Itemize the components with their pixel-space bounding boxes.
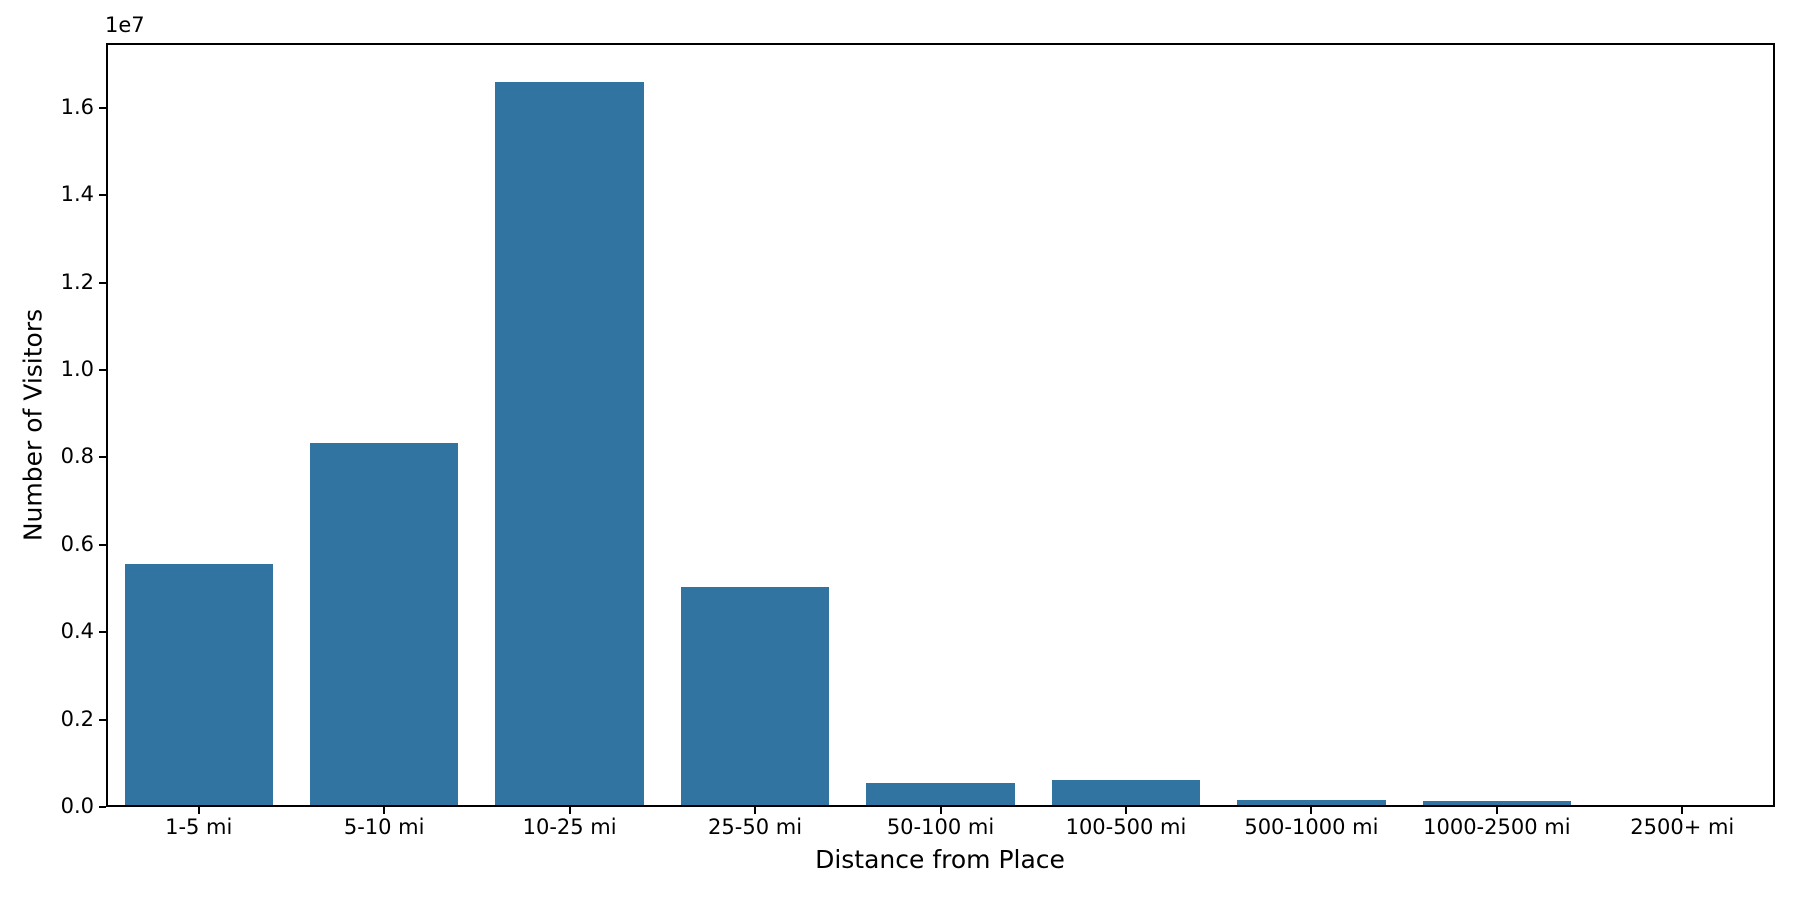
y-tick-label: 0.4	[60, 619, 94, 644]
x-tick-mark	[197, 807, 200, 814]
x-tick-label: 100-500 mi	[1065, 815, 1187, 839]
bar-1000-2500-mi	[1422, 800, 1571, 807]
x-tick-mark	[383, 807, 386, 814]
bar-100-500-mi	[1051, 779, 1201, 807]
bar-50-100-mi	[866, 783, 1015, 807]
x-tick-mark	[1495, 807, 1498, 814]
y-tick-mark	[99, 106, 106, 109]
x-tick-label: 25-50 mi	[708, 815, 803, 839]
x-tick-mark	[1124, 807, 1127, 814]
bar-500-1000-mi	[1237, 799, 1386, 807]
plot-area	[106, 43, 1775, 807]
y-tick-mark	[99, 194, 106, 197]
y-tick-mark	[99, 806, 106, 808]
x-tick-mark	[754, 807, 757, 814]
bar-25-50-mi	[680, 587, 830, 807]
y-tick-label: 0.8	[60, 444, 94, 469]
x-tick-mark	[568, 807, 571, 814]
y-tick-mark	[99, 368, 106, 371]
x-tick-label: 1-5 mi	[165, 815, 233, 839]
y-tick-label: 1.0	[60, 356, 94, 381]
x-tick-mark	[939, 807, 942, 814]
y-axis-label: Number of Visitors	[18, 308, 48, 542]
x-tick-label: 500-1000 mi	[1244, 815, 1379, 839]
y-axis-offset-text: 1e7	[105, 13, 145, 37]
y-tick-label: 1.6	[60, 94, 94, 119]
x-tick-label: 10-25 mi	[522, 815, 617, 839]
bar-5-10-mi	[309, 442, 459, 807]
y-tick-label: 0.2	[60, 706, 94, 731]
y-tick-mark	[99, 543, 106, 546]
x-axis-label: Distance from Place	[815, 845, 1065, 874]
y-tick-label: 0.0	[60, 794, 94, 818]
x-tick-label: 5-10 mi	[343, 815, 425, 839]
y-tick-mark	[99, 281, 106, 284]
y-tick-mark	[99, 718, 106, 721]
bar-1-5-mi	[124, 564, 273, 807]
y-tick-mark	[99, 631, 106, 634]
y-tick-label: 1.4	[60, 182, 94, 207]
x-tick-label: 50-100 mi	[886, 815, 995, 839]
x-tick-mark	[1310, 807, 1313, 814]
x-tick-label: 1000-2500 mi	[1423, 815, 1571, 839]
y-tick-label: 1.2	[60, 269, 94, 294]
y-tick-mark	[99, 456, 106, 459]
y-tick-label: 0.6	[60, 531, 94, 556]
x-tick-mark	[1681, 807, 1684, 814]
bar-10-25-mi	[495, 82, 644, 807]
x-tick-label: 2500+ mi	[1630, 815, 1735, 839]
